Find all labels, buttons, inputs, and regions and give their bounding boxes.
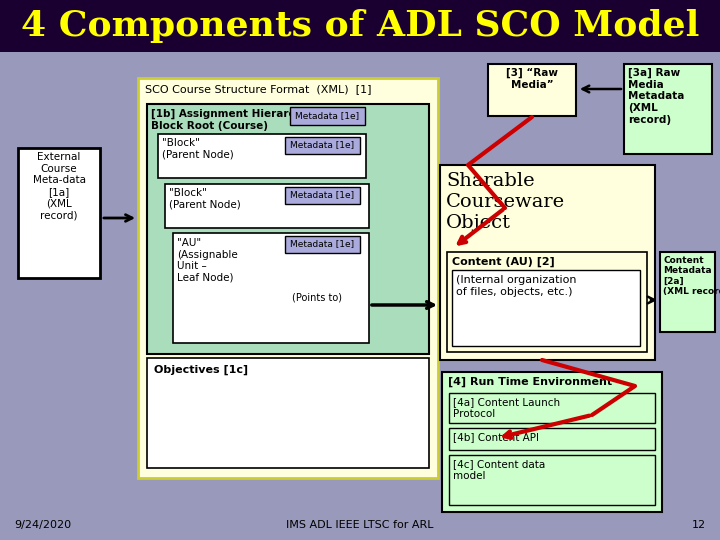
Text: Metadata [1e]: Metadata [1e] bbox=[290, 140, 354, 150]
Text: [1b] Assignment Hierarchy
Block Root (Course): [1b] Assignment Hierarchy Block Root (Co… bbox=[151, 109, 309, 131]
Text: [4] Run Time Environment: [4] Run Time Environment bbox=[448, 377, 612, 387]
Text: Metadata [1e]: Metadata [1e] bbox=[295, 111, 359, 120]
Bar bbox=[173, 233, 369, 343]
Bar bbox=[440, 165, 655, 360]
Bar bbox=[447, 252, 647, 352]
Text: [3a] Raw
Media
Metadata
(XML
record): [3a] Raw Media Metadata (XML record) bbox=[628, 68, 685, 125]
Bar bbox=[660, 252, 715, 332]
Bar bbox=[442, 372, 662, 512]
Bar bbox=[158, 134, 366, 178]
Text: External
Course
Meta-data
[1a]
(XML
record): External Course Meta-data [1a] (XML reco… bbox=[32, 152, 86, 220]
Bar bbox=[165, 184, 369, 228]
Bar bbox=[449, 393, 655, 423]
Text: "AU"
(Assignable
Unit –
Leaf Node): "AU" (Assignable Unit – Leaf Node) bbox=[177, 238, 238, 283]
Text: Metadata [1e]: Metadata [1e] bbox=[290, 191, 354, 199]
Bar bbox=[624, 64, 712, 154]
Bar bbox=[285, 137, 360, 154]
Text: SCO Course Structure Format  (XML)  [1]: SCO Course Structure Format (XML) [1] bbox=[145, 84, 372, 94]
Bar bbox=[488, 64, 576, 116]
Bar bbox=[18, 148, 100, 278]
Text: 12: 12 bbox=[692, 520, 706, 530]
Text: "Block"
(Parent Node): "Block" (Parent Node) bbox=[169, 188, 240, 210]
Text: Content
Metadata
[2a]
(XML record): Content Metadata [2a] (XML record) bbox=[663, 256, 720, 296]
Text: Metadata [1e]: Metadata [1e] bbox=[290, 240, 354, 248]
Bar bbox=[0, 0, 720, 52]
Text: Content (AU) [2]: Content (AU) [2] bbox=[452, 257, 554, 267]
Text: [4a] Content Launch
Protocol: [4a] Content Launch Protocol bbox=[453, 397, 560, 418]
Text: "Block"
(Parent Node): "Block" (Parent Node) bbox=[162, 138, 234, 160]
Text: [4c] Content data
model: [4c] Content data model bbox=[453, 459, 545, 481]
Bar bbox=[290, 107, 365, 125]
Text: 9/24/2020: 9/24/2020 bbox=[14, 520, 71, 530]
Text: [4b] Content API: [4b] Content API bbox=[453, 432, 539, 442]
Bar bbox=[285, 187, 360, 204]
Text: Sharable
Courseware
Object: Sharable Courseware Object bbox=[446, 172, 565, 232]
Text: 4 Components of ADL SCO Model: 4 Components of ADL SCO Model bbox=[21, 9, 699, 43]
Bar bbox=[147, 358, 429, 468]
Bar bbox=[449, 428, 655, 450]
Bar bbox=[147, 104, 429, 354]
Bar bbox=[285, 236, 360, 253]
Bar bbox=[452, 270, 640, 346]
Bar bbox=[449, 455, 655, 505]
Text: IMS ADL IEEE LTSC for ARL: IMS ADL IEEE LTSC for ARL bbox=[287, 520, 433, 530]
Bar bbox=[138, 78, 438, 478]
Text: [3] “Raw
Media”: [3] “Raw Media” bbox=[506, 68, 558, 90]
Text: Objectives [1c]: Objectives [1c] bbox=[154, 365, 248, 375]
Text: (Points to): (Points to) bbox=[292, 292, 342, 302]
Text: (Internal organization
of files, objects, etc.): (Internal organization of files, objects… bbox=[456, 275, 577, 296]
